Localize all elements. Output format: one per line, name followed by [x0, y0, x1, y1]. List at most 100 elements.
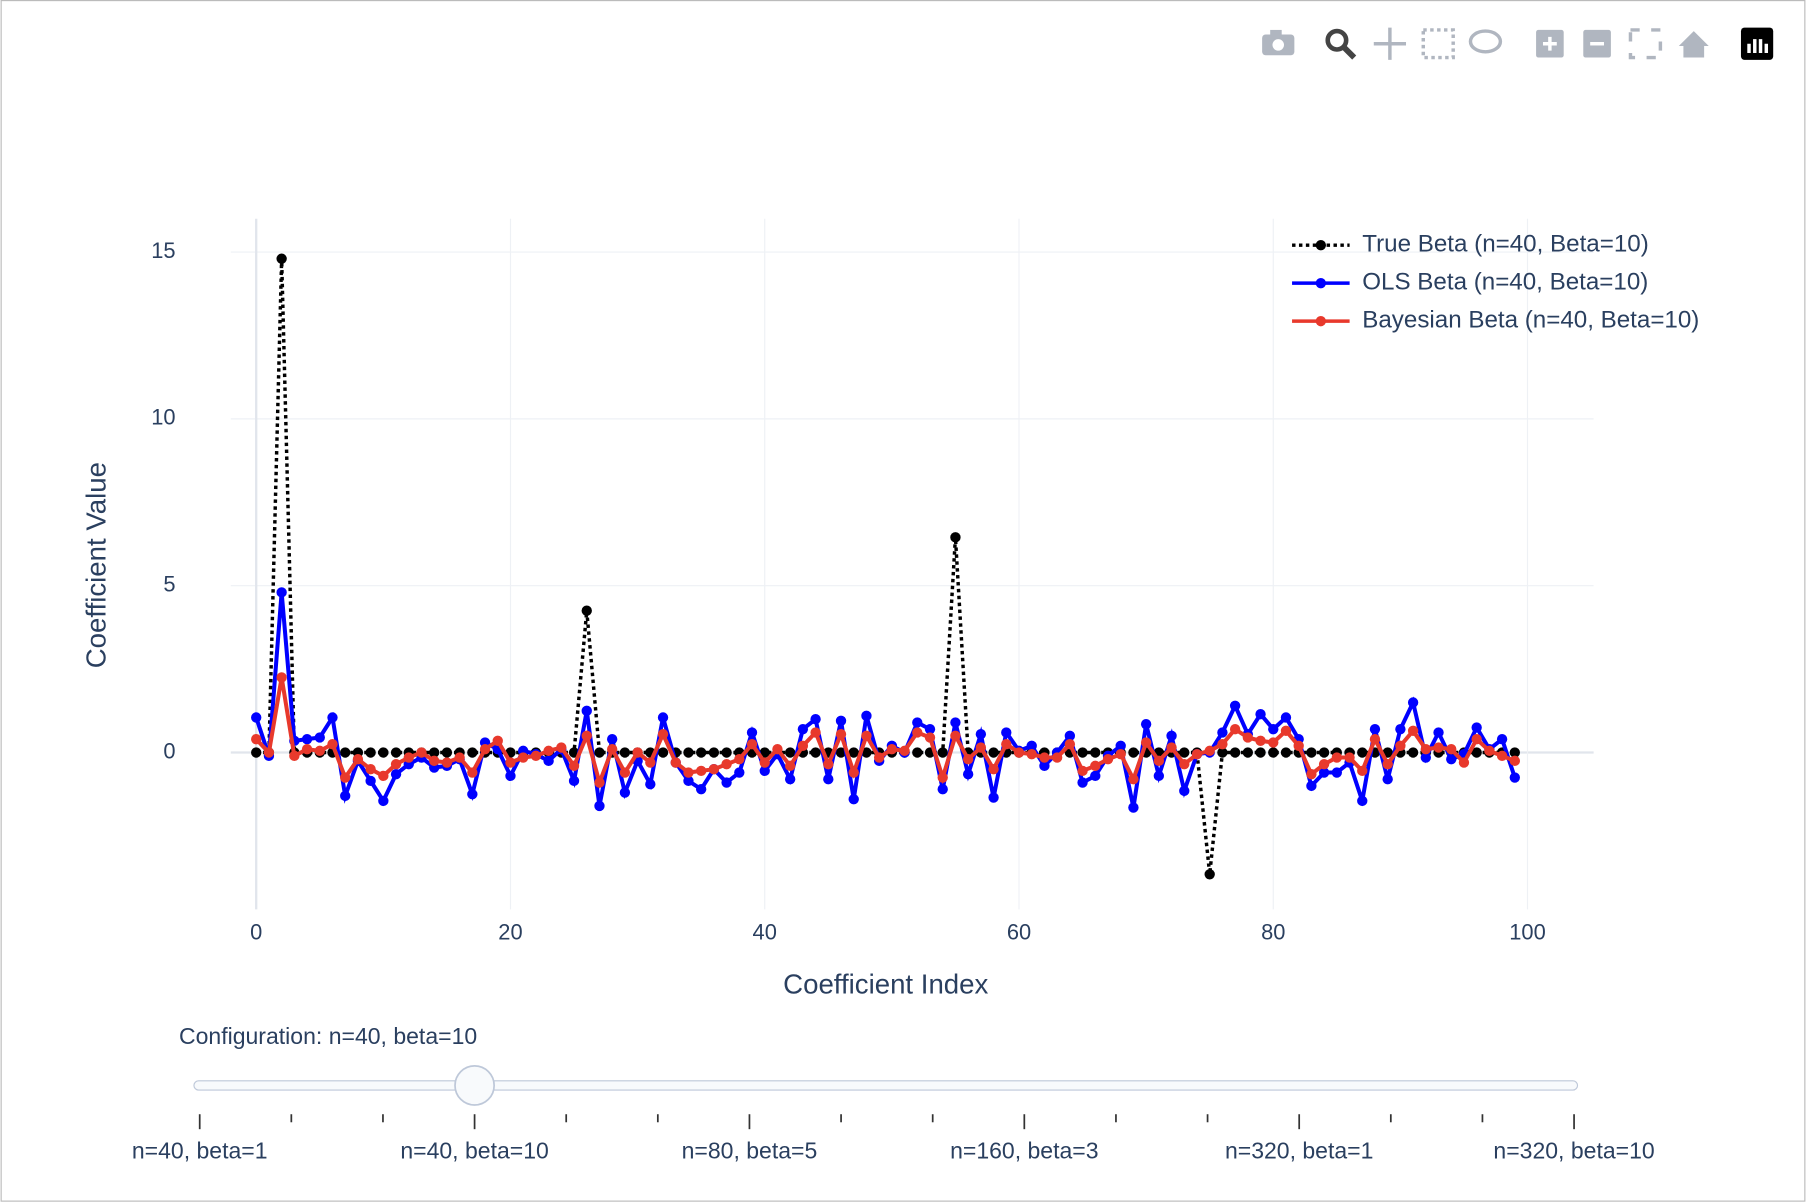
box-select-button[interactable]: [1421, 28, 1455, 60]
legend-label: Bayesian Beta (n=40, Beta=10): [1362, 307, 1699, 334]
series-marker: [1090, 770, 1101, 782]
series-marker: [657, 728, 669, 740]
series-marker: [1318, 747, 1330, 758]
series-marker: [1458, 757, 1470, 768]
pan-button[interactable]: [1373, 27, 1407, 60]
series-marker: [1357, 765, 1368, 777]
slider-handle[interactable]: [454, 1065, 496, 1106]
x-tick-label: 40: [753, 919, 777, 944]
series-marker: [912, 717, 923, 728]
series-marker: [365, 775, 376, 787]
series-marker: [1268, 737, 1279, 748]
series-marker: [1382, 774, 1393, 785]
series-marker: [797, 723, 809, 735]
y-tick-label: 5: [163, 571, 175, 596]
series-marker: [301, 733, 313, 745]
series-marker: [1013, 747, 1025, 758]
series-marker: [835, 715, 847, 727]
series-marker: [390, 769, 402, 780]
series-marker: [988, 747, 999, 758]
series-marker: [924, 732, 936, 743]
series-marker: [1179, 759, 1190, 770]
series-marker: [1471, 733, 1482, 745]
series-marker: [1140, 737, 1152, 748]
series-marker: [1446, 754, 1457, 765]
series-marker: [1153, 755, 1165, 767]
series-marker: [1179, 785, 1190, 797]
series-marker: [416, 747, 427, 758]
series-marker: [1357, 795, 1368, 807]
series-marker: [1039, 760, 1050, 772]
x-tick-label: 80: [1261, 919, 1285, 944]
series-marker: [276, 587, 287, 598]
series-marker: [861, 747, 872, 758]
series-marker: [441, 757, 453, 768]
autoscale-button[interactable]: [1628, 28, 1663, 60]
series-marker: [823, 759, 834, 770]
series-marker: [1484, 745, 1495, 757]
series-marker: [886, 744, 898, 755]
series-marker: [708, 747, 720, 758]
series-marker: [695, 765, 707, 777]
lasso-button[interactable]: [1468, 29, 1503, 54]
zoom-in-button[interactable]: [1536, 29, 1564, 58]
series-marker: [301, 744, 313, 755]
series-marker: [1217, 727, 1228, 738]
series-marker: [721, 759, 732, 770]
y-tick-label: 10: [151, 405, 175, 430]
series-marker: [810, 727, 821, 738]
slider-prefix: Configuration:: [179, 1023, 322, 1049]
series-marker: [1077, 765, 1088, 777]
series-marker: [390, 747, 402, 758]
legend-marker: [1315, 315, 1327, 327]
slider-step-label: n=40, beta=1: [132, 1137, 268, 1163]
series-marker: [1128, 774, 1139, 785]
series-marker: [518, 752, 529, 763]
series-marker: [365, 764, 376, 775]
series-marker: [1496, 750, 1508, 762]
series-marker: [759, 747, 770, 758]
series-marker: [784, 774, 796, 785]
reset-button[interactable]: [1678, 31, 1709, 58]
series-marker: [530, 750, 542, 762]
series-marker: [1255, 747, 1266, 758]
series-marker: [1026, 740, 1037, 752]
series-marker: [1331, 767, 1343, 778]
series-marker: [1318, 767, 1330, 778]
series-marker: [975, 728, 987, 740]
series-marker: [1115, 749, 1126, 760]
series-marker: [1217, 747, 1228, 758]
series-marker: [352, 754, 364, 765]
series-marker: [340, 772, 351, 783]
series-marker: [695, 747, 707, 758]
series-marker: [1369, 733, 1381, 745]
series-marker: [1128, 747, 1139, 758]
series-marker: [670, 757, 681, 768]
series-marker: [1509, 755, 1520, 767]
zoom-out-button[interactable]: [1583, 29, 1611, 58]
series-marker: [1420, 752, 1431, 763]
plotly-logo[interactable]: [1740, 27, 1774, 60]
series-marker: [1509, 772, 1520, 783]
series-marker: [810, 747, 821, 758]
series-marker: [899, 745, 910, 757]
series-marker: [848, 767, 859, 778]
slider-track: [193, 1080, 1579, 1091]
series-marker: [746, 727, 758, 738]
series-marker: [581, 730, 592, 742]
series-marker: [1509, 747, 1520, 758]
series-marker: [378, 770, 389, 782]
series-marker: [429, 755, 440, 767]
series-marker: [378, 747, 389, 758]
series-marker: [810, 713, 821, 725]
series-marker: [251, 747, 262, 758]
series-marker: [975, 742, 987, 753]
camera-button[interactable]: [1262, 29, 1295, 56]
series-marker: [1153, 770, 1165, 782]
y-tick-label: 15: [151, 238, 175, 263]
series-marker: [657, 712, 669, 723]
zoom-button[interactable]: [1325, 28, 1357, 60]
series-marker: [823, 774, 834, 785]
series-marker: [1242, 732, 1254, 743]
series-marker: [784, 760, 796, 772]
